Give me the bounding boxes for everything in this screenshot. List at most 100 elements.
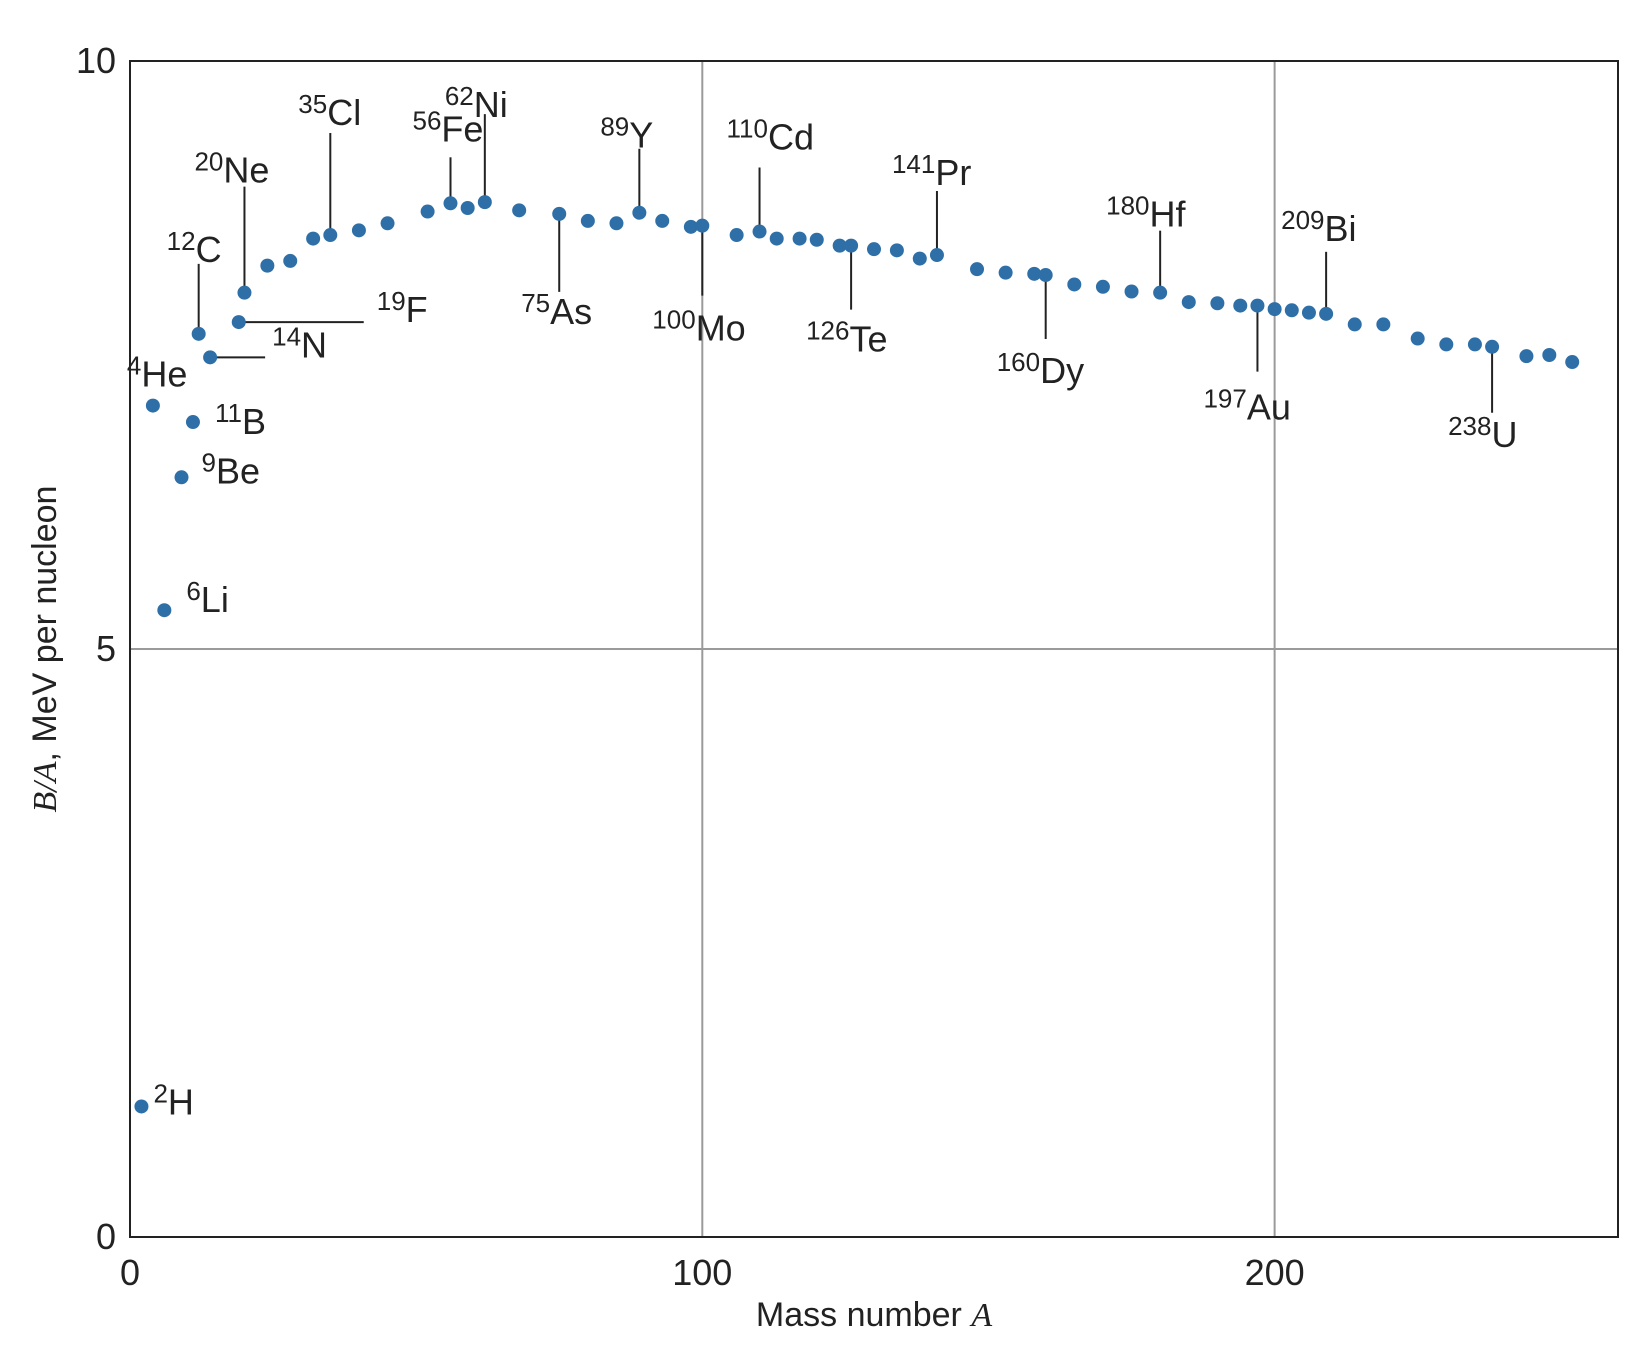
data-point xyxy=(237,285,252,300)
isotope-label-b-11: 11B xyxy=(215,398,266,442)
y-tick-label: 5 xyxy=(96,628,116,669)
data-point xyxy=(306,231,321,246)
isotope-label-h-2: 2H xyxy=(153,1078,193,1122)
data-point xyxy=(1153,285,1168,300)
isotope-label-u-238: 238U xyxy=(1448,411,1517,455)
data-point xyxy=(1301,305,1316,320)
data-point xyxy=(1565,355,1580,370)
data-point xyxy=(134,1099,149,1114)
isotope-label-pr-141: 141Pr xyxy=(892,149,971,193)
isotope-label-bi-209: 209Bi xyxy=(1281,205,1356,249)
data-point xyxy=(1233,298,1248,313)
label-leader-lines xyxy=(197,114,1494,413)
data-point xyxy=(809,232,824,247)
data-point xyxy=(844,238,859,253)
data-point xyxy=(443,196,458,211)
data-point xyxy=(832,238,847,253)
isotope-label-cl-35: 35Cl xyxy=(298,89,361,133)
data-point xyxy=(460,201,475,215)
plot-frame xyxy=(129,60,1619,1238)
isotope-label-n-14: 14N xyxy=(272,321,327,365)
isotope-label-te-126: 126Te xyxy=(806,316,887,360)
data-point xyxy=(889,243,904,258)
data-point xyxy=(477,195,492,210)
x-tick-label: 200 xyxy=(1245,1252,1305,1293)
data-point xyxy=(1542,348,1557,362)
data-point xyxy=(867,242,881,257)
data-point xyxy=(912,251,927,266)
data-point xyxy=(695,218,710,233)
y-axis-title: B/A, MeV per nucleon xyxy=(26,486,64,813)
data-point xyxy=(145,398,160,413)
data-point xyxy=(929,248,944,263)
data-point xyxy=(1467,337,1482,352)
y-tick-label: 0 xyxy=(96,1216,116,1257)
x-tick-label: 100 xyxy=(672,1252,732,1293)
isotope-label-cd-110: 110Cd xyxy=(727,114,814,158)
data-point xyxy=(1067,277,1082,292)
data-point xyxy=(1319,306,1334,321)
data-point xyxy=(970,262,985,277)
data-point xyxy=(191,326,206,341)
y-tick-label: 10 xyxy=(76,40,116,81)
data-point xyxy=(1376,317,1391,332)
data-point xyxy=(1439,337,1454,352)
data-point xyxy=(792,231,807,246)
data-point xyxy=(1284,303,1299,318)
x-axis-title: Mass number A xyxy=(756,1296,992,1334)
data-point xyxy=(1027,266,1042,281)
data-point xyxy=(1519,349,1534,364)
isotope-label-ne-20: 20Ne xyxy=(194,147,269,191)
data-point xyxy=(1250,298,1265,313)
isotope-label-as-75: 75As xyxy=(521,288,592,332)
axis-ticks: 0 100 200 0 5 10 xyxy=(76,40,1305,1293)
data-point xyxy=(351,223,366,238)
data-point xyxy=(1485,339,1500,354)
isotope-label-ni-62: 62Ni xyxy=(445,81,508,125)
data-point xyxy=(323,228,338,243)
data-point xyxy=(1267,302,1282,317)
data-point xyxy=(1347,317,1362,332)
data-point xyxy=(752,224,767,239)
data-point xyxy=(380,216,395,231)
isotope-label-f-19: 19F xyxy=(377,286,428,330)
data-point xyxy=(998,265,1013,280)
isotope-label-mo-100: 100Mo xyxy=(652,305,745,349)
data-point xyxy=(683,219,698,234)
isotope-label-fe-56: 56Fe xyxy=(412,105,483,149)
data-point xyxy=(1410,331,1425,346)
data-points xyxy=(134,195,1580,1114)
isotope-label-y-89: 89Y xyxy=(600,112,653,156)
isotope-label-li-6: 6Li xyxy=(186,576,229,620)
data-point xyxy=(231,315,246,330)
data-point xyxy=(1124,284,1139,299)
data-point xyxy=(1038,268,1053,283)
data-point xyxy=(203,350,218,365)
data-point xyxy=(260,258,275,273)
isotope-label-be-9: 9Be xyxy=(202,447,261,491)
data-point xyxy=(174,470,189,485)
isotope-label-hf-180: 180Hf xyxy=(1106,191,1186,235)
grid-lines xyxy=(130,61,1618,1237)
data-point xyxy=(420,204,435,219)
data-point xyxy=(632,205,647,220)
data-point xyxy=(1210,296,1225,311)
data-point xyxy=(157,603,172,618)
data-point xyxy=(729,228,744,243)
data-point xyxy=(580,213,595,228)
data-point xyxy=(552,206,567,221)
isotope-label-dy-160: 160Dy xyxy=(997,347,1084,391)
x-tick-label: 0 xyxy=(120,1252,140,1293)
data-point xyxy=(512,203,527,218)
data-point xyxy=(769,231,784,246)
data-point xyxy=(1181,295,1196,310)
isotope-label-he-4: 4He xyxy=(127,351,187,395)
data-point xyxy=(283,253,298,268)
isotope-label-c-12: 12C xyxy=(167,226,222,270)
data-point xyxy=(655,213,670,228)
data-point xyxy=(185,415,200,430)
isotope-label-au-197: 197Au xyxy=(1203,384,1290,428)
